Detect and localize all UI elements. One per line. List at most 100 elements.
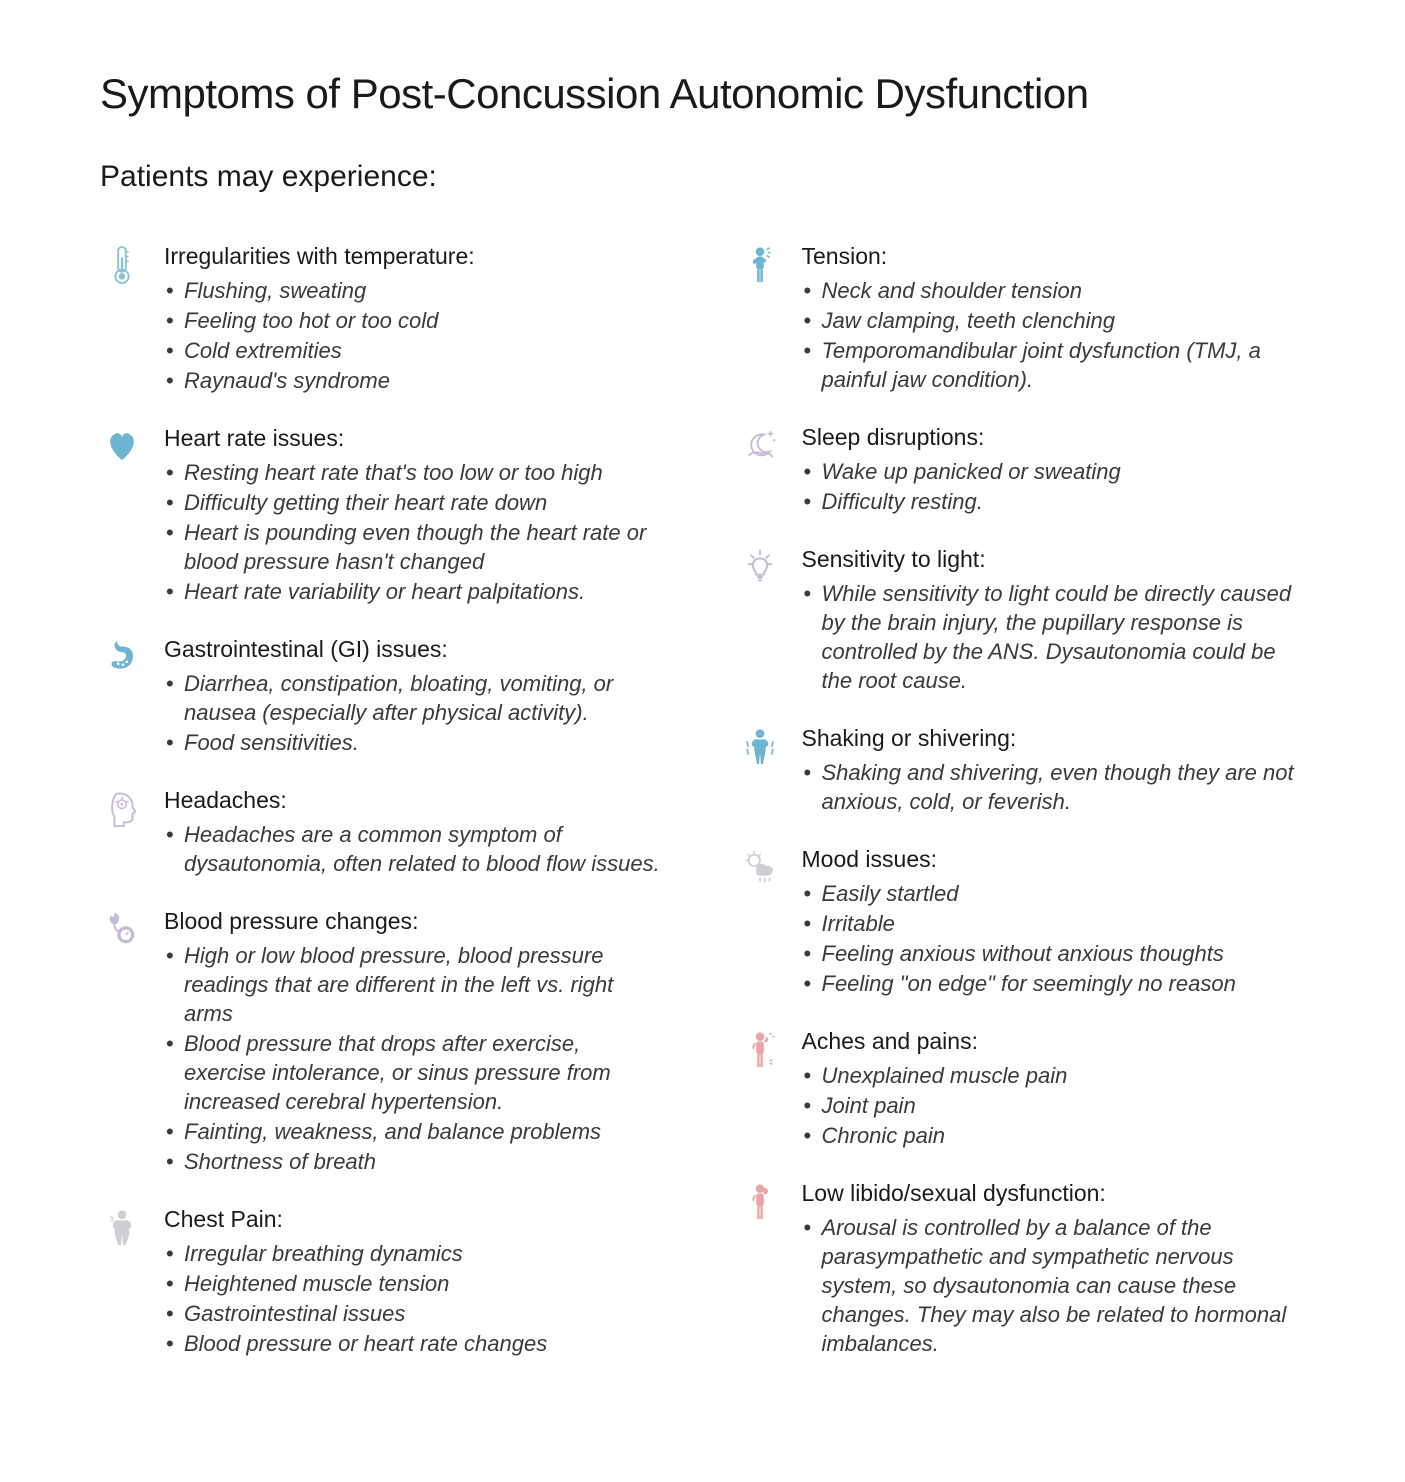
symptom-list: While sensitivity to light could be dire… xyxy=(802,579,1306,695)
category-title: Tension xyxy=(802,242,1306,272)
symptom-item: Diarrhea, constipation, bloating, vomiti… xyxy=(166,669,668,727)
symptom-item: While sensitivity to light could be dire… xyxy=(804,579,1306,695)
symptom-item: Heart rate variability or heart palpitat… xyxy=(166,577,668,606)
symptom-item: Irregular breathing dynamics xyxy=(166,1239,668,1268)
symptom-list: Unexplained muscle painJoint painChronic… xyxy=(802,1061,1306,1150)
category-block: Irregularities with temperature Flushing… xyxy=(100,242,668,396)
category-title: Headaches xyxy=(164,786,668,816)
category-title: Mood issues xyxy=(802,845,1306,875)
thermometer-icon xyxy=(100,242,144,286)
bp-icon xyxy=(100,907,144,951)
category-block: Heart rate issues Resting heart rate tha… xyxy=(100,424,668,607)
category-block: Sleep disruptions Wake up panicked or sw… xyxy=(738,423,1306,517)
category-content: Irregularities with temperature Flushing… xyxy=(164,242,668,396)
symptom-item: Raynaud's syndrome xyxy=(166,366,668,395)
symptom-item: Gastrointestinal issues xyxy=(166,1299,668,1328)
category-title: Low libido/sexual dysfunction xyxy=(802,1179,1306,1209)
category-content: Gastrointestinal (GI) issues Diarrhea, c… xyxy=(164,635,668,758)
category-title: Chest Pain xyxy=(164,1205,668,1235)
category-content: Mood issues Easily startledIrritableFeel… xyxy=(802,845,1306,999)
right-column: Tension Neck and shoulder tensionJaw cla… xyxy=(738,242,1306,1359)
symptom-item: High or low blood pressure, blood pressu… xyxy=(166,941,668,1028)
category-block: Gastrointestinal (GI) issues Diarrhea, c… xyxy=(100,635,668,758)
head-icon xyxy=(100,786,144,830)
symptom-item: Arousal is controlled by a balance of th… xyxy=(804,1213,1306,1358)
page-subtitle: Patients may experience: xyxy=(100,160,1305,194)
symptom-item: Cold extremities xyxy=(166,336,668,365)
page-title: Symptoms of Post-Concussion Autonomic Dy… xyxy=(100,70,1305,118)
symptom-list: Wake up panicked or sweatingDifficulty r… xyxy=(802,457,1306,516)
symptom-list: Resting heart rate that's too low or too… xyxy=(164,458,668,606)
tension-icon xyxy=(738,242,782,286)
symptom-list: Easily startledIrritableFeeling anxious … xyxy=(802,879,1306,998)
category-title: Sensitivity to light xyxy=(802,545,1306,575)
chest-icon xyxy=(100,1205,144,1249)
symptom-item: Fainting, weakness, and balance problems xyxy=(166,1117,668,1146)
symptom-list: Arousal is controlled by a balance of th… xyxy=(802,1213,1306,1358)
category-block: Mood issues Easily startledIrritableFeel… xyxy=(738,845,1306,999)
left-column: Irregularities with temperature Flushing… xyxy=(100,242,668,1359)
category-title: Sleep disruptions xyxy=(802,423,1306,453)
category-block: Shaking or shivering Shaking and shiveri… xyxy=(738,724,1306,817)
symptom-item: Temporomandibular joint dysfunction (TMJ… xyxy=(804,336,1306,394)
category-block: Low libido/sexual dysfunction Arousal is… xyxy=(738,1179,1306,1359)
symptom-list: High or low blood pressure, blood pressu… xyxy=(164,941,668,1176)
shiver-icon xyxy=(738,724,782,768)
symptom-item: Blood pressure or heart rate changes xyxy=(166,1329,668,1358)
libido-icon xyxy=(738,1179,782,1223)
symptom-list: Irregular breathing dynamicsHeightened m… xyxy=(164,1239,668,1358)
symptom-item: Difficulty getting their heart rate down xyxy=(166,488,668,517)
category-content: Low libido/sexual dysfunction Arousal is… xyxy=(802,1179,1306,1359)
category-title: Heart rate issues xyxy=(164,424,668,454)
symptom-item: Chronic pain xyxy=(804,1121,1306,1150)
aches-icon xyxy=(738,1027,782,1071)
symptom-list: Neck and shoulder tensionJaw clamping, t… xyxy=(802,276,1306,394)
symptom-item: Jaw clamping, teeth clenching xyxy=(804,306,1306,335)
mood-icon xyxy=(738,845,782,889)
category-content: Shaking or shivering Shaking and shiveri… xyxy=(802,724,1306,817)
symptom-item: Wake up panicked or sweating xyxy=(804,457,1306,486)
symptom-item: Feeling too hot or too cold xyxy=(166,306,668,335)
category-title: Gastrointestinal (GI) issues xyxy=(164,635,668,665)
category-content: Sleep disruptions Wake up panicked or sw… xyxy=(802,423,1306,517)
symptom-item: Resting heart rate that's too low or too… xyxy=(166,458,668,487)
symptom-list: Headaches are a common symptom of dysaut… xyxy=(164,820,668,878)
symptom-list: Flushing, sweatingFeeling too hot or too… xyxy=(164,276,668,395)
category-title: Aches and pains xyxy=(802,1027,1306,1057)
symptom-item: Neck and shoulder tension xyxy=(804,276,1306,305)
symptom-item: Feeling anxious without anxious thoughts xyxy=(804,939,1306,968)
category-block: Aches and pains Unexplained muscle painJ… xyxy=(738,1027,1306,1151)
category-content: Headaches Headaches are a common symptom… xyxy=(164,786,668,879)
symptom-item: Shortness of breath xyxy=(166,1147,668,1176)
category-block: Blood pressure changes High or low blood… xyxy=(100,907,668,1177)
symptom-item: Headaches are a common symptom of dysaut… xyxy=(166,820,668,878)
symptom-item: Blood pressure that drops after exercise… xyxy=(166,1029,668,1116)
symptom-item: Irritable xyxy=(804,909,1306,938)
category-content: Aches and pains Unexplained muscle painJ… xyxy=(802,1027,1306,1151)
moon-icon xyxy=(738,423,782,467)
columns-wrapper: Irregularities with temperature Flushing… xyxy=(100,242,1305,1359)
symptom-item: Food sensitivities. xyxy=(166,728,668,757)
symptom-item: Heart is pounding even though the heart … xyxy=(166,518,668,576)
category-title: Shaking or shivering xyxy=(802,724,1306,754)
category-block: Chest Pain Irregular breathing dynamicsH… xyxy=(100,1205,668,1359)
symptom-list: Shaking and shivering, even though they … xyxy=(802,758,1306,816)
symptom-item: Shaking and shivering, even though they … xyxy=(804,758,1306,816)
symptom-item: Difficulty resting. xyxy=(804,487,1306,516)
category-content: Tension Neck and shoulder tensionJaw cla… xyxy=(802,242,1306,395)
category-block: Tension Neck and shoulder tensionJaw cla… xyxy=(738,242,1306,395)
symptom-item: Unexplained muscle pain xyxy=(804,1061,1306,1090)
symptom-item: Easily startled xyxy=(804,879,1306,908)
category-title: Irregularities with temperature xyxy=(164,242,668,272)
category-content: Blood pressure changes High or low blood… xyxy=(164,907,668,1177)
category-content: Heart rate issues Resting heart rate tha… xyxy=(164,424,668,607)
symptom-item: Heightened muscle tension xyxy=(166,1269,668,1298)
category-title: Blood pressure changes xyxy=(164,907,668,937)
category-content: Sensitivity to light While sensitivity t… xyxy=(802,545,1306,696)
category-block: Sensitivity to light While sensitivity t… xyxy=(738,545,1306,696)
heart-icon xyxy=(100,424,144,468)
symptom-list: Diarrhea, constipation, bloating, vomiti… xyxy=(164,669,668,757)
category-content: Chest Pain Irregular breathing dynamicsH… xyxy=(164,1205,668,1359)
bulb-icon xyxy=(738,545,782,589)
symptom-item: Feeling "on edge" for seemingly no reaso… xyxy=(804,969,1306,998)
